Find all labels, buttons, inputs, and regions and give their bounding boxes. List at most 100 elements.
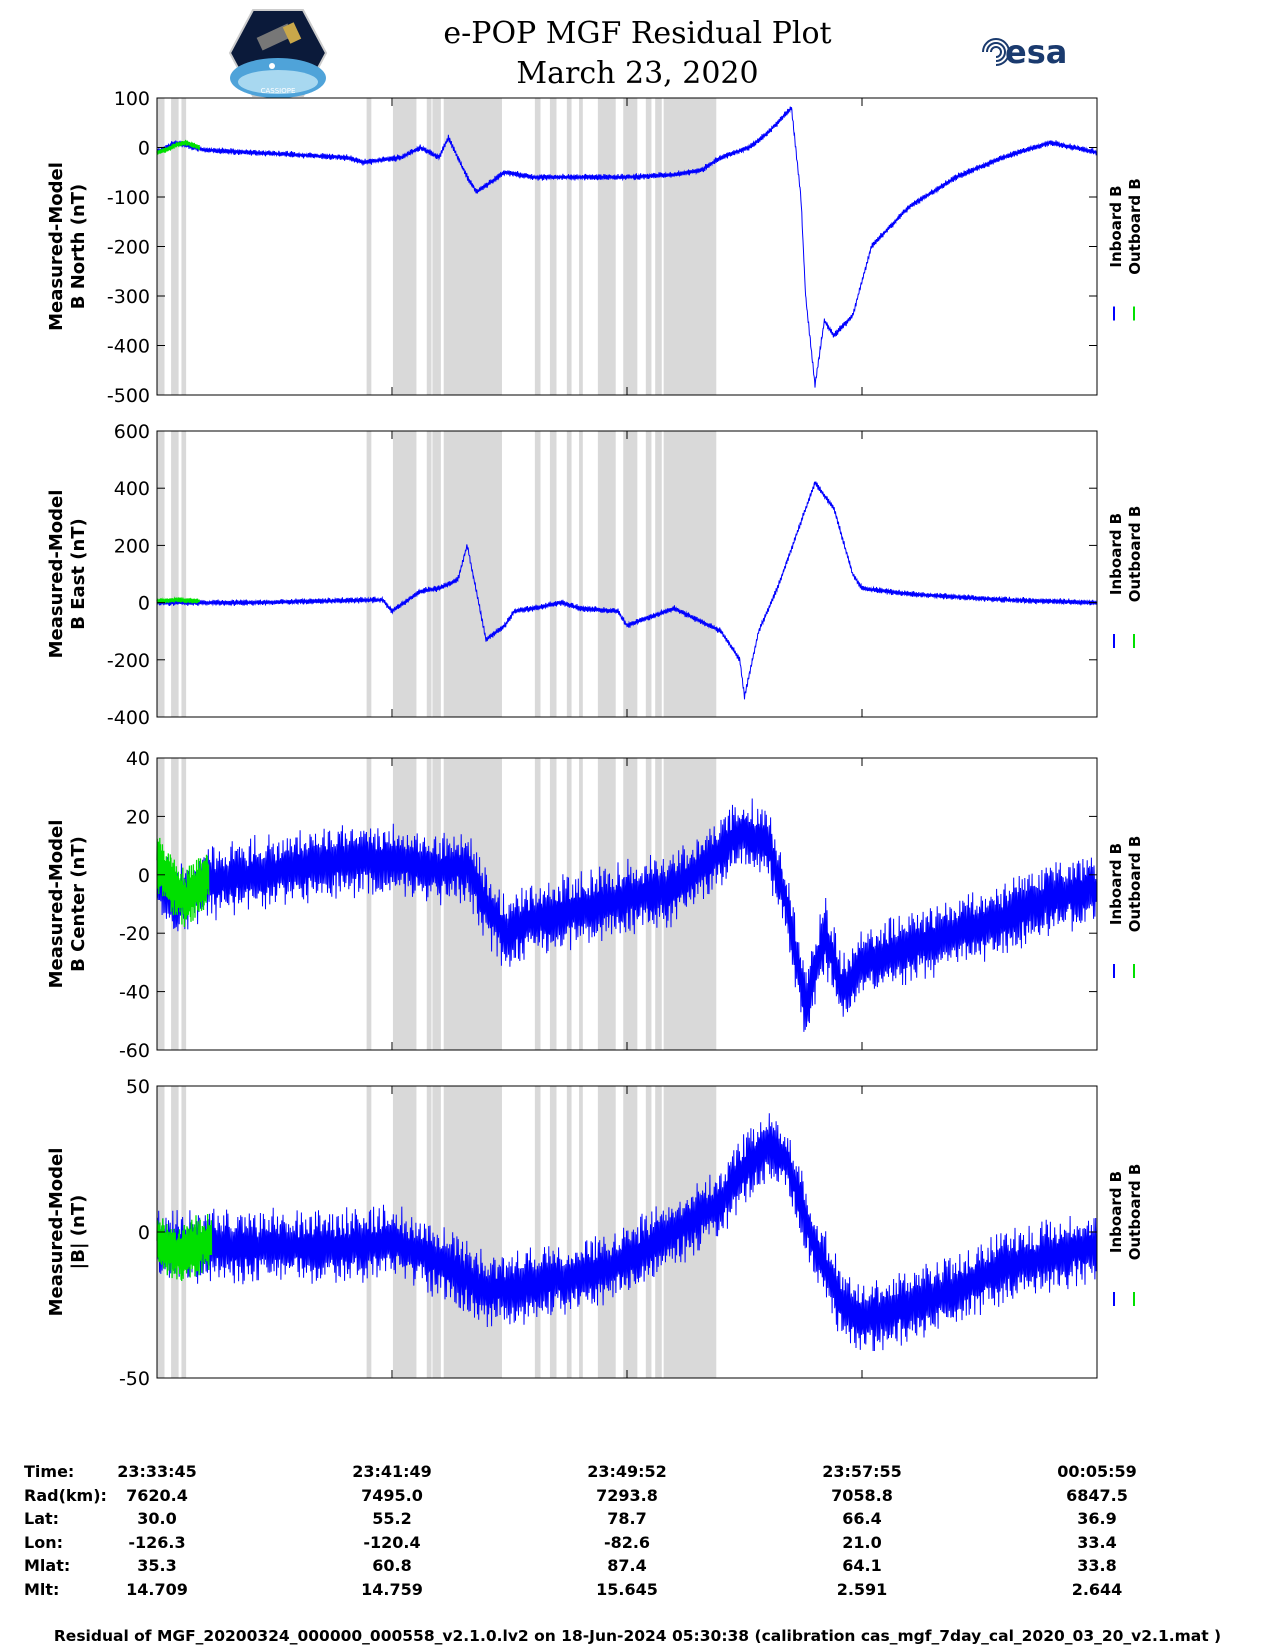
y-axis-label-line1: Measured-Model bbox=[46, 490, 67, 659]
shade-band bbox=[432, 1086, 437, 1378]
y-axis-label-line2: B East (nT) bbox=[68, 518, 89, 630]
y-axis-label-line1: Measured-Model bbox=[46, 162, 67, 331]
legend-outboard-label: Outboard B bbox=[1126, 836, 1144, 933]
y-tick-label: -200 bbox=[107, 237, 150, 259]
plot-title: e-POP MGF Residual Plot March 23, 2020 bbox=[0, 14, 1275, 94]
shade-band bbox=[549, 1086, 557, 1378]
shade-band bbox=[579, 98, 583, 395]
shade-band bbox=[432, 98, 437, 395]
info-cell: 7620.4 bbox=[126, 1485, 188, 1505]
info-cell: 7293.8 bbox=[596, 1485, 658, 1505]
info-cell: 33.8 bbox=[1077, 1556, 1117, 1575]
shade-band bbox=[171, 431, 179, 717]
esa-logo: esa bbox=[982, 33, 1067, 71]
shade-band bbox=[435, 98, 441, 395]
shade-band bbox=[597, 98, 616, 395]
info-cell: 23:49:52 bbox=[587, 1462, 667, 1481]
info-row-label: Lat: bbox=[24, 1509, 60, 1528]
y-axis-label-line1: Measured-Model bbox=[46, 1148, 67, 1317]
shade-band bbox=[435, 1086, 441, 1378]
y-tick-label: 400 bbox=[114, 478, 150, 500]
y-tick-label: 20 bbox=[126, 806, 150, 828]
shade-band bbox=[366, 758, 372, 1050]
legend-outboard-label: Outboard B bbox=[1126, 1164, 1144, 1261]
y-tick-label: 0 bbox=[138, 138, 150, 160]
shade-band bbox=[157, 758, 165, 1050]
info-cell: 15.645 bbox=[596, 1579, 658, 1599]
shade-band bbox=[566, 431, 572, 717]
info-cell: 14.759 bbox=[361, 1579, 423, 1599]
shade-band bbox=[426, 431, 432, 717]
legend-inboard-label: Inboard B bbox=[1107, 185, 1125, 267]
y-tick-label: 0 bbox=[138, 593, 150, 615]
y-tick-label: 600 bbox=[114, 421, 150, 443]
info-cell: 2.591 bbox=[836, 1579, 888, 1599]
info-cell: 6847.5 bbox=[1066, 1485, 1128, 1505]
shade-band bbox=[579, 431, 583, 717]
info-cell: 64.1 bbox=[842, 1556, 882, 1575]
shade-band bbox=[392, 431, 417, 717]
info-row-label: Rad(km): bbox=[24, 1485, 107, 1505]
title-line-1: e-POP MGF Residual Plot bbox=[443, 16, 832, 51]
shade-band bbox=[366, 431, 372, 717]
y-tick-label: -200 bbox=[107, 650, 150, 672]
info-row-label: Lon: bbox=[24, 1532, 63, 1552]
y-tick-label: 50 bbox=[126, 1076, 150, 1098]
shade-band bbox=[597, 431, 616, 717]
shade-band bbox=[663, 98, 717, 395]
shade-band bbox=[655, 98, 662, 395]
info-cell: 00:05:59 bbox=[1057, 1462, 1137, 1481]
info-cell: 36.9 bbox=[1077, 1509, 1117, 1528]
y-tick-label: -400 bbox=[107, 336, 150, 358]
shade-band bbox=[435, 431, 441, 717]
title-line-2: March 23, 2020 bbox=[516, 56, 759, 91]
legend-outboard-label: Outboard B bbox=[1126, 178, 1144, 275]
shade-band bbox=[171, 98, 179, 395]
legend-inboard-label: Inboard B bbox=[1107, 1171, 1125, 1253]
shade-band bbox=[566, 98, 572, 395]
y-tick-label: -20 bbox=[119, 923, 150, 945]
y-axis-label-line1: Measured-Model bbox=[46, 820, 67, 989]
shade-band bbox=[645, 1086, 652, 1378]
series-line-inboard bbox=[156, 798, 1098, 1032]
shade-band bbox=[663, 431, 717, 717]
series-line-inboard bbox=[156, 481, 1098, 700]
shade-band bbox=[549, 98, 557, 395]
y-tick-label: 0 bbox=[138, 865, 150, 887]
logo-text: CASSIOPE bbox=[261, 87, 296, 95]
info-cell: 35.3 bbox=[137, 1556, 177, 1575]
shade-band bbox=[645, 431, 652, 717]
y-axis-label: Measured-Model|B| (nT) bbox=[46, 1148, 89, 1317]
shade-band bbox=[566, 1086, 572, 1378]
y-tick-label: -40 bbox=[119, 982, 150, 1004]
info-cell: 7495.0 bbox=[361, 1485, 423, 1505]
info-cell: -120.4 bbox=[363, 1532, 421, 1552]
series-line-outboard bbox=[156, 1213, 213, 1282]
footer-caption: Residual of MGF_20200324_000000_000558_v… bbox=[53, 1627, 1222, 1645]
esa-logo-text: esa bbox=[1005, 33, 1067, 71]
shade-band bbox=[623, 1086, 638, 1378]
info-cell: 23:41:49 bbox=[352, 1462, 432, 1481]
shade-band bbox=[443, 98, 502, 395]
info-cell: 30.0 bbox=[137, 1509, 177, 1528]
series-line-outboard bbox=[156, 837, 210, 928]
y-axis-label-line2: |B| (nT) bbox=[68, 1195, 89, 1270]
y-tick-label: -500 bbox=[107, 385, 150, 407]
panel-4: 50 0 -50 Measured-Model|B| (nT) Inboard B Out… bbox=[46, 1076, 1144, 1390]
y-tick-label: -50 bbox=[119, 1368, 150, 1390]
shade-band bbox=[597, 1086, 616, 1378]
shade-band bbox=[534, 431, 541, 717]
series-line-outboard bbox=[156, 139, 200, 155]
info-row: Time: 23:33:45 23:41:49 23:49:52 23:57:55 00:… bbox=[0, 1462, 1275, 1486]
info-cell: 78.7 bbox=[607, 1509, 647, 1528]
y-tick-label: -300 bbox=[107, 286, 150, 308]
info-cell: 2.644 bbox=[1071, 1579, 1123, 1599]
shade-band bbox=[426, 98, 432, 395]
y-tick-label: 100 bbox=[114, 88, 150, 110]
shade-band bbox=[181, 431, 187, 717]
series-line-inboard bbox=[156, 106, 1098, 388]
y-tick-label: 200 bbox=[114, 535, 150, 557]
shade-band bbox=[426, 758, 432, 1050]
info-row-label: Mlat: bbox=[24, 1556, 71, 1575]
y-axis-label-line2: B Center (nT) bbox=[68, 836, 89, 972]
